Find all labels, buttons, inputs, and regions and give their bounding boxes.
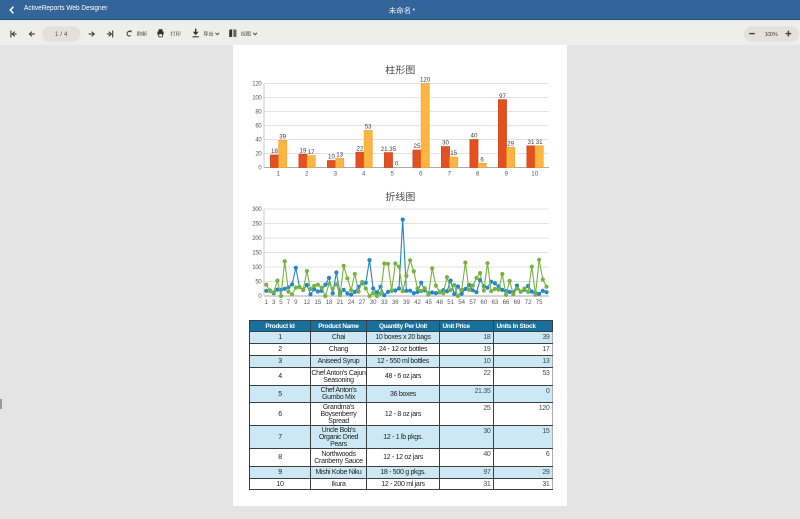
svg-text:20: 20 <box>255 152 262 158</box>
svg-text:100: 100 <box>252 96 262 102</box>
svg-text:31: 31 <box>536 139 543 146</box>
svg-text:22: 22 <box>357 145 364 152</box>
svg-text:30: 30 <box>442 140 449 147</box>
svg-text:300: 300 <box>252 207 262 213</box>
svg-text:0: 0 <box>395 161 399 168</box>
svg-text:3: 3 <box>272 299 276 306</box>
svg-text:150: 150 <box>252 251 262 257</box>
svg-text:9: 9 <box>504 170 508 177</box>
svg-text:51: 51 <box>447 299 454 306</box>
svg-text:21.35: 21.35 <box>381 146 397 153</box>
svg-text:29: 29 <box>507 140 514 147</box>
svg-text:200: 200 <box>252 236 262 242</box>
svg-text:*: * <box>413 8 416 15</box>
svg-text:10: 10 <box>531 170 539 177</box>
svg-text:63: 63 <box>492 299 499 306</box>
svg-text:13: 13 <box>336 152 343 159</box>
svg-text:120: 120 <box>252 82 262 88</box>
svg-text:24: 24 <box>348 299 355 306</box>
svg-text:60: 60 <box>255 124 262 130</box>
svg-text:57: 57 <box>469 299 476 306</box>
svg-text:66: 66 <box>503 299 510 306</box>
svg-text:31: 31 <box>528 139 535 146</box>
svg-text:9: 9 <box>294 299 298 306</box>
svg-text:40: 40 <box>471 133 478 140</box>
svg-text:4: 4 <box>362 170 366 177</box>
svg-text:33: 33 <box>381 299 388 306</box>
svg-text:7: 7 <box>447 170 451 177</box>
svg-text:1: 1 <box>276 170 280 177</box>
svg-text:80: 80 <box>255 110 262 116</box>
svg-text:19: 19 <box>300 147 307 154</box>
svg-text:60: 60 <box>480 299 487 306</box>
svg-text:6: 6 <box>419 170 423 177</box>
svg-text:7: 7 <box>287 299 291 306</box>
svg-text:50: 50 <box>255 280 262 286</box>
svg-text:40: 40 <box>255 138 262 144</box>
svg-text:17: 17 <box>308 149 315 156</box>
svg-text:8: 8 <box>476 170 480 177</box>
svg-text:45: 45 <box>425 299 432 306</box>
svg-text:6: 6 <box>480 157 484 164</box>
svg-text:25: 25 <box>414 143 421 150</box>
svg-text:27: 27 <box>359 299 366 306</box>
svg-text:18: 18 <box>271 148 278 155</box>
svg-text:0: 0 <box>258 166 262 172</box>
svg-text:72: 72 <box>525 299 532 306</box>
svg-text:39: 39 <box>403 299 410 306</box>
svg-text:10: 10 <box>328 154 335 161</box>
svg-text:39: 39 <box>279 133 286 140</box>
svg-text:5: 5 <box>279 299 283 306</box>
svg-text:1 / 4: 1 / 4 <box>55 31 68 38</box>
svg-text:5: 5 <box>390 170 394 177</box>
svg-text:69: 69 <box>514 299 521 306</box>
svg-text:12: 12 <box>304 299 311 306</box>
svg-text:250: 250 <box>252 222 262 228</box>
svg-text:18: 18 <box>326 299 333 306</box>
svg-text:30: 30 <box>370 299 377 306</box>
svg-text:120: 120 <box>420 77 431 84</box>
svg-text:3: 3 <box>333 170 337 177</box>
svg-text:48: 48 <box>436 299 443 306</box>
svg-text:100: 100 <box>252 265 262 271</box>
svg-text:2: 2 <box>305 170 309 177</box>
svg-text:15: 15 <box>450 150 457 157</box>
svg-text:54: 54 <box>458 299 465 306</box>
svg-text:42: 42 <box>414 299 421 306</box>
svg-text:53: 53 <box>365 124 372 131</box>
svg-text:1: 1 <box>265 299 269 306</box>
svg-text:21: 21 <box>337 299 344 306</box>
svg-text:0: 0 <box>258 294 262 300</box>
svg-text:97: 97 <box>499 93 506 100</box>
svg-text:75: 75 <box>536 299 543 306</box>
svg-text:36: 36 <box>392 299 399 306</box>
svg-text:100%: 100% <box>765 32 778 38</box>
svg-text:15: 15 <box>315 299 322 306</box>
